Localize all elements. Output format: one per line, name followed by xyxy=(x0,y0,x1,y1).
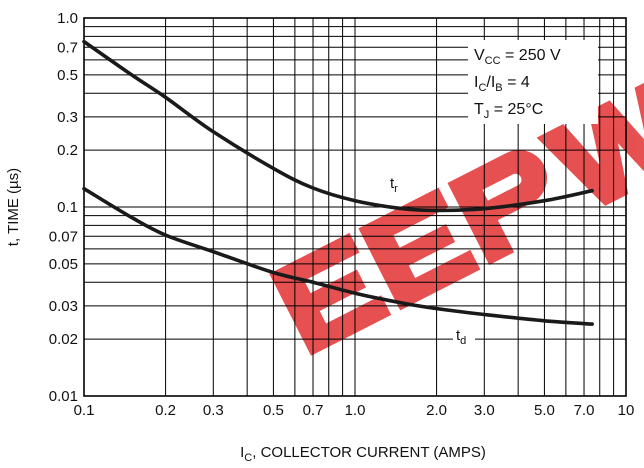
x-tick-label: 0.3 xyxy=(203,402,224,419)
legend-background xyxy=(468,40,598,124)
series-label-bg-tr xyxy=(387,172,409,196)
legend: VCC = 250 V IC/IB = 4 TJ = 25°C xyxy=(468,40,598,124)
y-tick-label: 1.0 xyxy=(57,10,78,27)
y-tick-label: 0.7 xyxy=(57,39,78,56)
y-axis-label: t, TIME (µs) xyxy=(5,168,22,246)
legend-vcc: VCC = 250 V xyxy=(474,47,561,67)
y-tick-labels: 1.0 0.7 0.5 0.3 0.2 0.1 0.07 0.05 0.03 0.02 0.01 xyxy=(49,10,78,405)
y-tick-label: 0.05 xyxy=(49,256,78,273)
y-tick-label: 0.01 xyxy=(49,388,78,405)
y-tick-label: 0.5 xyxy=(57,67,78,84)
series-line-1 xyxy=(82,186,594,326)
x-tick-labels: 0.1 0.2 0.3 0.5 0.7 1.0 2.0 3.0 5.0 7.0 10 xyxy=(74,402,635,419)
y-tick-label: 0.02 xyxy=(49,331,78,348)
series-label-td: td xyxy=(456,327,466,347)
x-axis-label: IC, COLLECTOR CURRENT (AMPS) xyxy=(240,444,486,464)
y-tick-label: 0.3 xyxy=(57,109,78,126)
x-tick-label: 3.0 xyxy=(474,402,495,419)
x-tick-label: 0.1 xyxy=(74,402,95,419)
series-line-0 xyxy=(82,39,594,213)
watermark-letter-3 xyxy=(447,149,548,265)
curves xyxy=(82,39,594,326)
watermark-letter-4 xyxy=(536,74,644,206)
series-label-tr: tr xyxy=(390,175,398,195)
x-tick-label: 10 xyxy=(618,402,635,419)
x-tick-label: 0.7 xyxy=(303,402,324,419)
y-tick-label: 0.2 xyxy=(57,142,78,159)
x-tick-label: 5.0 xyxy=(534,402,555,419)
legend-tj: TJ = 25°C xyxy=(474,101,543,121)
series-labels: tr td xyxy=(387,172,475,348)
y-tick-label: 0.07 xyxy=(49,228,78,245)
x-tick-label: 2.0 xyxy=(426,402,447,419)
series-label-bg-td xyxy=(453,324,475,348)
y-tick-label: 0.03 xyxy=(49,298,78,315)
legend-ic-ib: IC/IB = 4 xyxy=(474,74,530,94)
grid xyxy=(84,18,626,396)
x-tick-label: 0.5 xyxy=(263,402,284,419)
y-tick-label: 0.1 xyxy=(57,199,78,216)
x-tick-label: 1.0 xyxy=(345,402,366,419)
plot-frame xyxy=(83,17,627,397)
x-tick-label: 0.2 xyxy=(155,402,176,419)
x-tick-label: 7.0 xyxy=(574,402,595,419)
